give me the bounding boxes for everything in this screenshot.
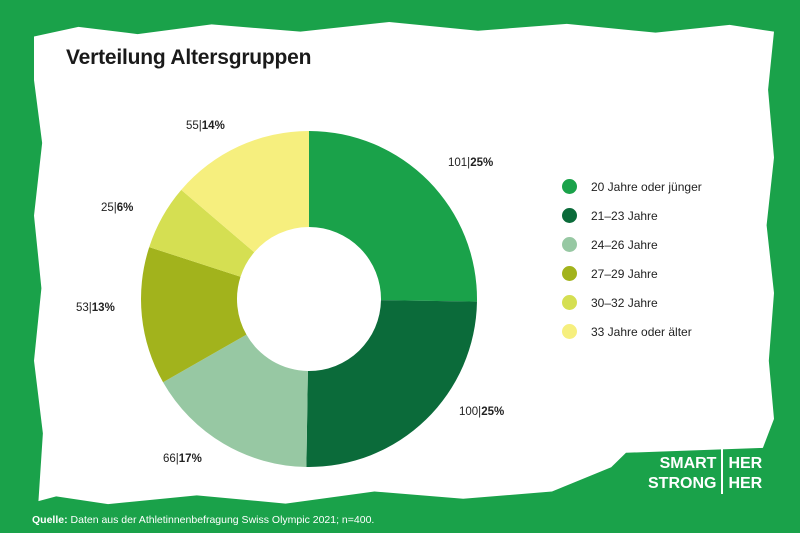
legend-label: 30–32 Jahre <box>591 295 658 310</box>
data-label: 101|25% <box>448 157 493 169</box>
legend-label: 24–26 Jahre <box>591 237 658 252</box>
donut-slice <box>141 247 247 383</box>
donut-slice <box>306 300 477 467</box>
legend-label: 33 Jahre oder älter <box>591 324 692 339</box>
brand-word: FAST <box>675 435 717 452</box>
data-label: 25|6% <box>101 202 133 214</box>
legend-item: 27–29 Jahre <box>562 259 702 288</box>
legend-item: 24–26 Jahre <box>562 230 702 259</box>
legend-item: 33 Jahre oder älter <box>562 317 702 346</box>
legend-item: 20 Jahre oder jünger <box>562 172 702 201</box>
legend-swatch <box>562 324 577 339</box>
donut-slice <box>163 334 308 467</box>
chart-legend: 20 Jahre oder jünger 21–23 Jahre 24–26 Jah… <box>562 172 702 346</box>
brand-word: STRONG <box>648 475 717 492</box>
source-label: Quelle: <box>32 514 68 526</box>
legend-label: 27–29 Jahre <box>591 266 658 281</box>
legend-swatch <box>562 237 577 252</box>
brand-word: HER <box>728 435 763 452</box>
data-label: 53|13% <box>76 302 115 314</box>
chart-title: Verteilung Altersgruppen <box>66 46 312 69</box>
brand-word: HER <box>728 455 763 472</box>
source-text: Daten aus der Athletinnenbefragung Swiss… <box>70 514 375 526</box>
legend-swatch <box>562 266 577 281</box>
legend-swatch <box>562 208 577 223</box>
data-label: 66|17% <box>163 453 202 465</box>
legend-item: 30–32 Jahre <box>562 288 702 317</box>
data-label: 55|14% <box>186 120 225 132</box>
brand-word: HER <box>728 475 763 492</box>
legend-item: 21–23 Jahre <box>562 201 702 230</box>
data-label: 100|25% <box>459 406 504 418</box>
legend-label: 20 Jahre oder jünger <box>591 179 702 194</box>
donut-slice <box>149 189 255 277</box>
brand-word: SMART <box>659 455 717 472</box>
donut-slice <box>309 131 477 302</box>
legend-label: 21–23 Jahre <box>591 208 658 223</box>
legend-swatch <box>562 295 577 310</box>
legend-swatch <box>562 179 577 194</box>
source-note: Quelle: Daten aus der Athletinnenbefragu… <box>32 514 374 526</box>
brand-logo: FAST SMART STRONG HER HER HER <box>648 434 762 494</box>
donut-slice <box>181 131 309 253</box>
